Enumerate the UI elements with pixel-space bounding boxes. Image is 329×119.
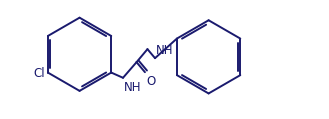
Text: NH: NH	[156, 44, 173, 57]
Text: NH: NH	[124, 81, 141, 94]
Text: Cl: Cl	[33, 67, 45, 80]
Text: O: O	[146, 75, 156, 88]
